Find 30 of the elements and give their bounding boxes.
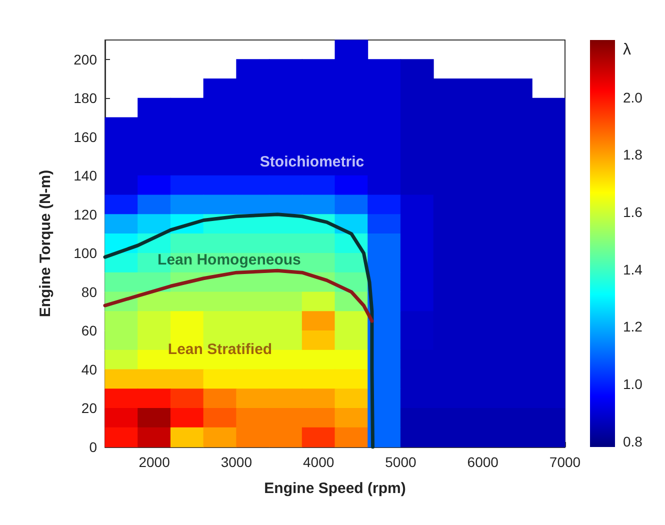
- color-bar-label: 1.2: [623, 318, 643, 335]
- y-tick-label: 0: [89, 439, 98, 455]
- x-tick-label: 5000: [385, 454, 416, 470]
- color-bar-label: 1.6: [623, 204, 643, 220]
- annotation: Lean Homogeneous: [158, 251, 301, 268]
- annotation: Lean Stratified: [168, 340, 272, 358]
- y-tick-label: 200: [74, 51, 98, 68]
- annotation: Stoichiometric: [260, 154, 364, 171]
- y-tick-label: 60: [81, 322, 98, 339]
- y-tick-label: 20: [81, 400, 98, 416]
- x-tick-label: 3000: [220, 454, 252, 470]
- x-tick-label: 7000: [549, 454, 581, 470]
- y-axis-title: Engine Torque (N-m): [37, 170, 54, 318]
- y-tick-label: 80: [81, 284, 98, 300]
- y-tick-label: 40: [81, 361, 98, 378]
- color-bar-title: λ: [623, 42, 631, 58]
- x-tick-label: 2000: [138, 454, 170, 470]
- y-tick-label: 100: [74, 245, 98, 262]
- color-bar-label: 1.0: [623, 376, 643, 392]
- color-bar-label: 1.4: [623, 261, 643, 278]
- y-tick-label: 120: [74, 206, 98, 222]
- y-tick-label: 180: [74, 90, 98, 106]
- color-bar-label: 0.8: [623, 433, 643, 450]
- x-axis-title: Engine Speed (rpm): [264, 480, 406, 497]
- y-tick-label: 140: [74, 168, 98, 184]
- color-bar-label: 2.0: [623, 89, 643, 106]
- color-bar-label: 1.8: [623, 146, 643, 163]
- y-tick-label: 160: [74, 128, 98, 145]
- x-tick-label: 4000: [302, 454, 334, 470]
- x-tick-label: 6000: [467, 454, 499, 470]
